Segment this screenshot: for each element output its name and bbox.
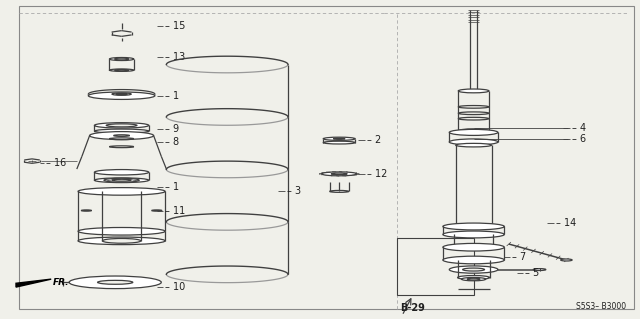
Ellipse shape bbox=[109, 57, 134, 61]
Ellipse shape bbox=[461, 278, 486, 281]
Ellipse shape bbox=[81, 210, 92, 211]
Ellipse shape bbox=[95, 170, 149, 175]
Ellipse shape bbox=[467, 278, 480, 280]
Polygon shape bbox=[16, 279, 51, 287]
Text: – 11: – 11 bbox=[165, 205, 186, 216]
Ellipse shape bbox=[78, 237, 165, 245]
Ellipse shape bbox=[78, 188, 165, 195]
Text: – 3: – 3 bbox=[287, 186, 301, 197]
Text: – 8: – 8 bbox=[165, 137, 179, 147]
Ellipse shape bbox=[458, 276, 490, 279]
Ellipse shape bbox=[115, 58, 129, 60]
Text: B-29: B-29 bbox=[400, 303, 425, 313]
Ellipse shape bbox=[330, 190, 349, 192]
Text: – 9: – 9 bbox=[165, 124, 179, 134]
Ellipse shape bbox=[95, 129, 149, 133]
Text: – 16: – 16 bbox=[46, 158, 67, 168]
Ellipse shape bbox=[152, 210, 162, 211]
Text: FR.: FR. bbox=[53, 278, 70, 287]
Ellipse shape bbox=[458, 129, 489, 133]
Ellipse shape bbox=[97, 280, 133, 284]
Ellipse shape bbox=[106, 124, 137, 127]
Text: – 1: – 1 bbox=[165, 182, 179, 192]
Text: S5S3– B3000: S5S3– B3000 bbox=[576, 302, 626, 311]
Ellipse shape bbox=[443, 223, 504, 230]
Ellipse shape bbox=[322, 172, 357, 176]
Ellipse shape bbox=[449, 139, 498, 145]
Ellipse shape bbox=[116, 93, 127, 95]
Ellipse shape bbox=[78, 227, 165, 235]
Ellipse shape bbox=[333, 138, 345, 139]
Ellipse shape bbox=[443, 231, 504, 238]
Ellipse shape bbox=[533, 269, 546, 271]
Ellipse shape bbox=[449, 130, 498, 135]
Ellipse shape bbox=[458, 89, 489, 93]
Text: – 1: – 1 bbox=[165, 91, 179, 101]
Text: – 2: – 2 bbox=[367, 135, 381, 145]
Ellipse shape bbox=[109, 69, 134, 71]
Bar bbox=[397, 238, 474, 295]
Ellipse shape bbox=[90, 132, 154, 139]
Ellipse shape bbox=[95, 178, 149, 182]
Ellipse shape bbox=[88, 92, 155, 100]
Ellipse shape bbox=[463, 268, 484, 271]
Ellipse shape bbox=[449, 266, 498, 273]
Ellipse shape bbox=[69, 276, 161, 289]
Ellipse shape bbox=[456, 143, 492, 147]
Text: – 15: – 15 bbox=[165, 20, 186, 31]
Text: – 14: – 14 bbox=[556, 218, 576, 228]
Ellipse shape bbox=[114, 135, 129, 136]
Ellipse shape bbox=[115, 70, 129, 71]
Text: – 4: – 4 bbox=[572, 122, 586, 133]
Text: – 12: – 12 bbox=[367, 169, 387, 179]
Ellipse shape bbox=[443, 243, 504, 251]
Ellipse shape bbox=[443, 256, 504, 264]
Ellipse shape bbox=[112, 93, 131, 95]
Text: – 6: – 6 bbox=[572, 134, 586, 144]
Ellipse shape bbox=[561, 259, 572, 261]
Text: – 7: – 7 bbox=[512, 252, 526, 262]
Text: – 5: – 5 bbox=[525, 268, 539, 278]
Ellipse shape bbox=[323, 141, 355, 144]
Ellipse shape bbox=[323, 137, 355, 140]
Ellipse shape bbox=[95, 123, 149, 128]
Text: – 10: – 10 bbox=[165, 282, 186, 292]
Ellipse shape bbox=[332, 173, 348, 174]
Ellipse shape bbox=[102, 239, 141, 243]
Ellipse shape bbox=[112, 179, 131, 181]
Text: – 13: – 13 bbox=[165, 52, 186, 63]
Ellipse shape bbox=[104, 178, 140, 182]
